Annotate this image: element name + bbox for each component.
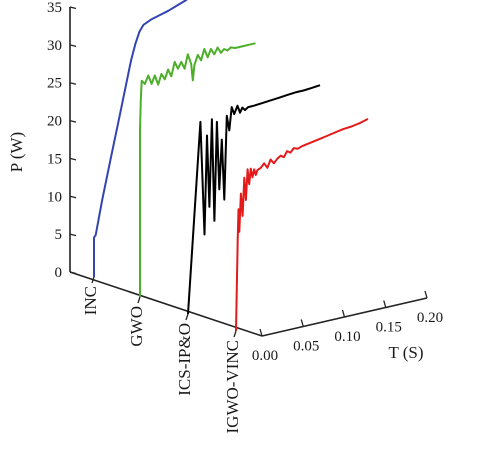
- category-label: INC: [81, 286, 100, 315]
- time-tick-label: 0.05: [293, 339, 319, 355]
- y-tick-mark: [69, 82, 77, 85]
- time-tick-mark: [259, 328, 263, 337]
- category-axis-line: [69, 271, 263, 337]
- series-line-ics-ip-o: [187, 84, 321, 315]
- y-tick-label: 5: [55, 227, 63, 243]
- y-axis-title: P (W): [7, 132, 26, 172]
- y-tick-label: 20: [47, 114, 62, 130]
- time-tick-label: 0.10: [334, 329, 360, 345]
- time-tick-mark: [424, 290, 428, 299]
- y-tick-label: 0: [55, 265, 63, 281]
- category-label: IGWO-VINC: [223, 340, 242, 433]
- y-tick-mark: [69, 233, 77, 237]
- time-tick-label: 0.15: [376, 320, 402, 336]
- time-axis-title: T (S): [388, 343, 423, 362]
- y-tick-mark: [69, 195, 77, 199]
- y-tick-label: 15: [47, 151, 62, 167]
- category-tick-mark: [185, 313, 189, 321]
- series-lines: [93, 0, 369, 332]
- series-line-gwo: [139, 42, 256, 297]
- category-label: GWO: [127, 306, 146, 347]
- time-tick-label: 0.00: [252, 348, 278, 364]
- series-line-igwo-vinc: [235, 118, 369, 332]
- time-tick-label: 0.20: [417, 310, 443, 326]
- series-line-inc: [93, 0, 188, 277]
- category-tick-mark: [91, 276, 95, 284]
- y-tick-mark: [69, 271, 77, 275]
- category-labels: INC GWO ICS-IP&O IGWO-VINC: [81, 276, 242, 433]
- y-tick-mark: [69, 6, 77, 10]
- y-ticks: 0 5 10 15 20 25 30 35: [47, 0, 77, 281]
- time-ticks: 0.00 0.05 0.10 0.15 0.20: [252, 290, 443, 364]
- y-tick-mark: [69, 119, 77, 123]
- time-tick-mark: [341, 309, 346, 318]
- y-tick-mark: [69, 44, 77, 47]
- time-tick-mark: [300, 319, 304, 327]
- y-tick-mark: [69, 157, 77, 161]
- y-tick-label: 35: [47, 0, 62, 16]
- y-tick-label: 25: [47, 76, 62, 92]
- time-tick-mark: [383, 300, 387, 308]
- category-tick-mark: [233, 330, 237, 338]
- category-label: ICS-IP&O: [175, 323, 194, 396]
- category-tick-mark: [137, 296, 141, 304]
- y-tick-label: 30: [47, 38, 62, 54]
- y-tick-label: 10: [47, 189, 62, 205]
